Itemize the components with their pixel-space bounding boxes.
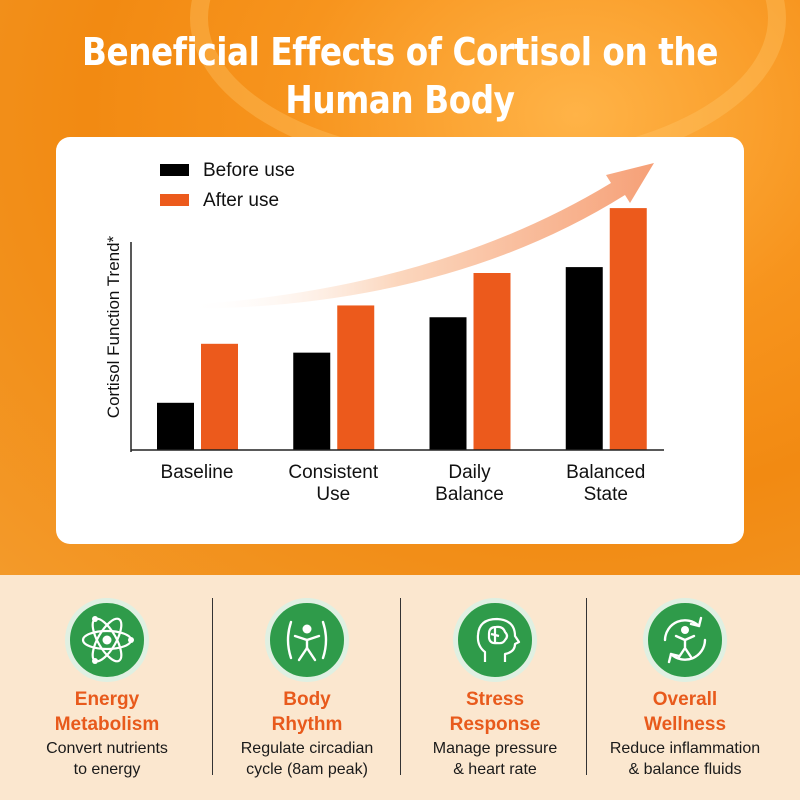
feature-description: Reduce inflammation & balance fluids	[609, 740, 761, 778]
atom-icon	[65, 598, 149, 682]
divider	[586, 598, 587, 775]
legend-label: Before use	[203, 160, 295, 181]
brain-head-icon	[453, 598, 537, 682]
feature-overall-wellness: Overall Wellness Reduce inflammation & bal…	[592, 575, 778, 800]
y-axis-label: Cortisol Function Trend*	[104, 235, 123, 418]
bar-after	[473, 273, 511, 450]
page-title-line-1: Beneficial Effects of Cortisol on the	[81, 30, 719, 74]
feature-body-rhythm: Body Rhythm Regulate circadian cycle (8am …	[214, 575, 400, 800]
bar-after	[609, 208, 647, 450]
hero-background: Beneficial Effects of Cortisol on the Hu…	[0, 0, 800, 575]
bar-after	[337, 305, 375, 450]
chart-card: Cortisol Function Trend* Before use After…	[56, 137, 744, 544]
x-tick-label: Consistent Use	[288, 462, 378, 505]
divider	[212, 598, 213, 775]
feature-title: Overall Wellness	[643, 689, 727, 735]
bar-before	[429, 317, 467, 450]
feature-energy-metabolism: Energy Metabolism Convert nutrients to ene…	[14, 575, 200, 800]
body-rhythm-icon	[265, 598, 349, 682]
legend-swatch-before	[160, 164, 189, 176]
feature-title: Body Rhythm	[271, 689, 343, 735]
wellness-cycle-icon	[643, 598, 727, 682]
feature-stress-response: Stress Response Manage pressure & heart ra…	[402, 575, 588, 800]
feature-title: Energy Metabolism	[54, 689, 160, 735]
bar-chart: Cortisol Function Trend* Before use After…	[104, 160, 664, 505]
x-tick-label: Daily Balance	[435, 462, 504, 505]
x-tick-label: Balanced State	[566, 462, 645, 505]
legend-swatch-after	[160, 194, 189, 206]
bar-after	[201, 343, 238, 450]
bar-before	[293, 352, 331, 450]
divider	[400, 598, 401, 775]
bar-before	[157, 402, 194, 450]
feature-description: Manage pressure & heart rate	[432, 740, 558, 778]
page-title-line-2: Human Body	[285, 78, 515, 122]
legend-label: After use	[203, 190, 279, 211]
feature-title: Stress Response	[449, 689, 541, 735]
bar-before	[565, 267, 603, 450]
x-tick-label: Baseline	[161, 462, 234, 483]
page-title: Beneficial Effects of Cortisol on the Hu…	[56, 28, 744, 124]
trend-arrow	[186, 163, 654, 309]
feature-description: Regulate circadian cycle (8am peak)	[240, 740, 374, 778]
features-section: Energy Metabolism Convert nutrients to ene…	[0, 575, 800, 800]
feature-description: Convert nutrients to energy	[46, 740, 168, 778]
